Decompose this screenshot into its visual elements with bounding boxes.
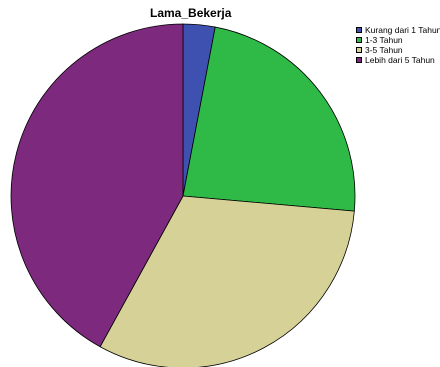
legend-label-3: 3-5 Tahun — [365, 45, 403, 55]
legend-swatch-1 — [356, 27, 362, 33]
legend-label-2: 1-3 Tahun — [365, 35, 403, 45]
legend-label-1: Kurang dari 1 Tahun — [365, 25, 440, 35]
legend-swatch-3 — [356, 47, 362, 53]
pie-slice-4 — [10, 23, 184, 348]
legend-item-1: Kurang dari 1 Tahun — [356, 25, 440, 35]
legend-swatch-2 — [356, 37, 362, 43]
legend-swatch-4 — [356, 57, 362, 63]
legend-item-2: 1-3 Tahun — [356, 35, 440, 45]
legend-label-4: Lebih dari 5 Tahun — [365, 55, 435, 65]
legend-item-3: 3-5 Tahun — [356, 45, 440, 55]
pie-slice-2 — [182, 26, 356, 212]
chart-title: Lama_Bekerja — [150, 6, 232, 20]
legend: Kurang dari 1 Tahun 1-3 Tahun 3-5 Tahun Leb… — [356, 25, 440, 65]
legend-item-4: Lebih dari 5 Tahun — [356, 55, 440, 65]
pie-slice-3 — [99, 195, 355, 367]
